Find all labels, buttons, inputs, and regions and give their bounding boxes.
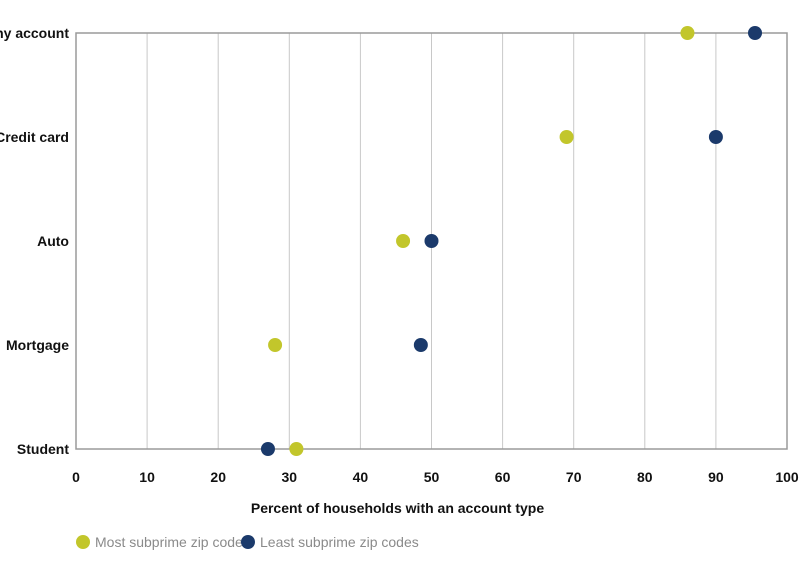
plot-frame [75, 32, 788, 450]
legend-label: Most subprime zip codes [95, 534, 250, 550]
legend-label: Least subprime zip codes [260, 534, 419, 550]
most-subprime-point [680, 26, 695, 40]
most-subprime-point [396, 234, 411, 248]
x-tick-label: 20 [210, 469, 226, 485]
legend-marker [241, 535, 255, 549]
x-tick-label: 0 [72, 469, 80, 485]
category-label: Student [17, 441, 69, 457]
x-tick-labels: 0 10 20 30 40 50 60 70 80 90 100 [72, 469, 799, 485]
legend-marker [76, 535, 90, 549]
legend: Most subprime zip codes Least subprime zi… [76, 534, 419, 550]
category-label: Mortgage [6, 337, 69, 353]
x-tick-label: 40 [353, 469, 369, 485]
category-label: Credit card [0, 129, 69, 145]
category-labels: Any account Credit card Auto Mortgage Studen… [0, 25, 69, 457]
data-points [260, 26, 763, 456]
category-label: Auto [37, 233, 69, 249]
most-subprime-point [289, 442, 304, 456]
most-subprime-point [268, 338, 283, 352]
category-label: Any account [0, 25, 69, 41]
most-subprime-point [559, 130, 574, 144]
x-tick-label: 50 [424, 469, 440, 485]
least-subprime-point [424, 234, 439, 248]
least-subprime-point [748, 26, 763, 40]
x-tick-label: 90 [708, 469, 724, 485]
x-axis-title: Percent of households with an account ty… [251, 500, 544, 516]
least-subprime-point [260, 442, 275, 456]
x-tick-label: 70 [566, 469, 582, 485]
least-subprime-point [413, 338, 428, 352]
x-tick-label: 80 [637, 469, 653, 485]
x-tick-label: 10 [139, 469, 155, 485]
x-tick-label: 30 [282, 469, 298, 485]
x-tick-label: 100 [775, 469, 799, 485]
least-subprime-point [708, 130, 723, 144]
x-tick-label: 60 [495, 469, 511, 485]
